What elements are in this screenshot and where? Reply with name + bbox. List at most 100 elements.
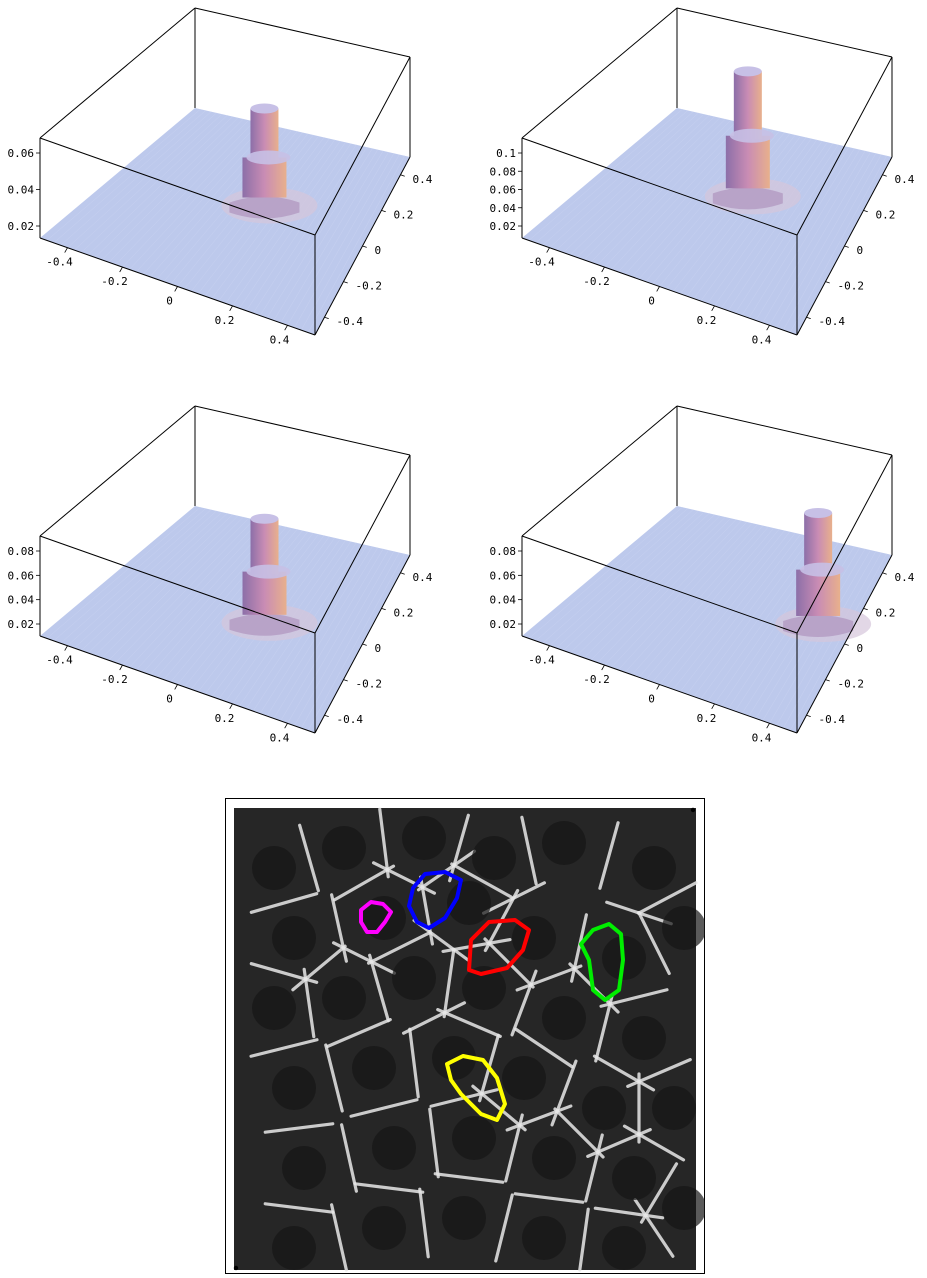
tick-label: -0.2 [356,678,383,691]
cell-membrane [332,864,396,902]
cell-membrane [408,1027,420,1099]
surface-peak [221,513,318,641]
cell-membrane [637,910,671,976]
cell-interior [322,826,366,870]
cell-membrane [550,1059,578,1127]
cell-interior [352,1046,396,1090]
surface-plot-4: -0.4 -0.2 0 0.2 0.4 0.4 0.2 0 -0.2 -0.4 0.02 0.04 0.… [482,398,927,753]
tick-label: 0.4 [895,173,915,186]
tick-label: 0 [375,244,382,257]
cell-interior [402,816,446,860]
cell-outline [579,922,625,1002]
tick-label: 0 [648,693,655,706]
cell-membrane [378,807,390,879]
cell-membrane [302,967,316,1039]
cell-interior [472,836,516,880]
cell-membrane [578,1207,590,1272]
box-edge [676,405,893,456]
box-edge [39,535,316,634]
cell-membrane [366,931,432,965]
cell-membrane [553,1107,605,1159]
x-axis-ticks: -0.4 -0.2 0 0.2 0.4 [528,645,772,744]
surface-svg: -0.4-0.200.20.40.40.20-0.2-0.40.020.040.… [490,7,915,346]
box-edge [194,7,411,58]
tick-label: 0.4 [270,333,290,346]
tick-label: 0.06 [8,147,35,160]
cell-interior [362,1206,406,1250]
cell-membrane [349,1098,419,1118]
tick-label: 0.4 [752,333,772,346]
tick-label: 0.2 [394,606,414,619]
tick-label: 0.04 [8,594,35,607]
surface-svg: -0.4-0.200.20.40.40.20-0.2-0.40.020.040.… [8,7,433,346]
tick-label: 0.4 [270,731,290,744]
box-edge [314,454,411,634]
cell-outline [445,1054,507,1122]
cell-membrane [510,969,538,1037]
surface-svg: -0.4-0.200.20.40.40.20-0.2-0.40.020.040.… [490,405,915,744]
cell-interior [582,1086,626,1130]
tick-label: 0.2 [394,208,414,221]
box-edge [521,7,678,139]
cell-membrane [326,1018,392,1048]
cell-membrane [584,1133,604,1203]
cell-membrane [448,813,470,883]
tick-label: 0 [166,295,173,308]
box-edge [521,405,678,537]
corner-dot [233,1265,239,1271]
cell-interior [272,916,316,960]
cell-membrane [622,1124,686,1162]
cell-membrane [504,1113,524,1183]
cell-membrane [471,1084,527,1132]
cell-interior [272,1226,316,1270]
tick-label: 0.2 [215,712,235,725]
tick-label: 0.2 [697,314,717,327]
surface-plot-3: -0.4 -0.2 0 0.2 0.4 0.4 0.2 0 -0.2 -0.4 0.02 0.04 0.… [0,398,462,753]
z-axis-ticks: 0.02 0.04 0.06 0.08 0.1 [490,147,522,233]
cell-interior [502,1056,546,1100]
tick-label: 0 [166,693,173,706]
tick-label: 0 [648,295,655,308]
x-axis-ticks: -0.4 -0.2 0 0.2 0.4 [528,247,772,346]
cell-membrane [324,1043,344,1113]
cell-membrane [291,944,347,992]
cell-membrane [442,947,456,1019]
surface-plot-2: -0.4 -0.2 0 0.2 0.4 0.4 0.2 0 -0.2 -0.4 0.02 0.04 0.… [482,0,927,355]
tick-label: 0.1 [496,147,516,160]
y-axis-ticks: 0.4 0.2 0 -0.2 -0.4 [324,571,433,726]
cell-membrane [436,1008,502,1038]
cell-interior [532,1136,576,1180]
tick-label: 0.2 [215,314,235,327]
cell-membrane [331,941,397,975]
cell-interior [462,966,506,1010]
surface-base [522,108,892,335]
cell-interior [542,996,586,1040]
box-edge [194,405,411,456]
cell-membrane [636,881,698,915]
cell-membrane [633,1198,675,1258]
cell-membrane [598,821,620,890]
box-edge [39,137,316,236]
box-edge [521,137,798,236]
tick-label: -0.2 [101,673,128,686]
cell-membrane [416,849,477,892]
tick-label: 0.4 [752,731,772,744]
tick-label: -0.4 [46,256,73,269]
tick-label: 0.02 [490,618,517,631]
box-edge [314,56,411,236]
cell-membrane [515,964,583,992]
surface-peak [704,66,801,215]
tick-label: 0.06 [490,569,517,582]
tick-label: 0.02 [8,618,35,631]
cell-interior [652,1086,696,1130]
cell-interior [272,1066,316,1110]
cell-outline [467,918,531,976]
cell-interior [252,986,296,1030]
cell-interior [452,1116,496,1160]
cell-outline [407,870,463,930]
cell-membrane [249,892,319,914]
box-edge [521,535,798,634]
tick-label: 0.02 [8,220,35,233]
box-edge [796,454,893,634]
tick-label: 0.02 [490,220,517,233]
